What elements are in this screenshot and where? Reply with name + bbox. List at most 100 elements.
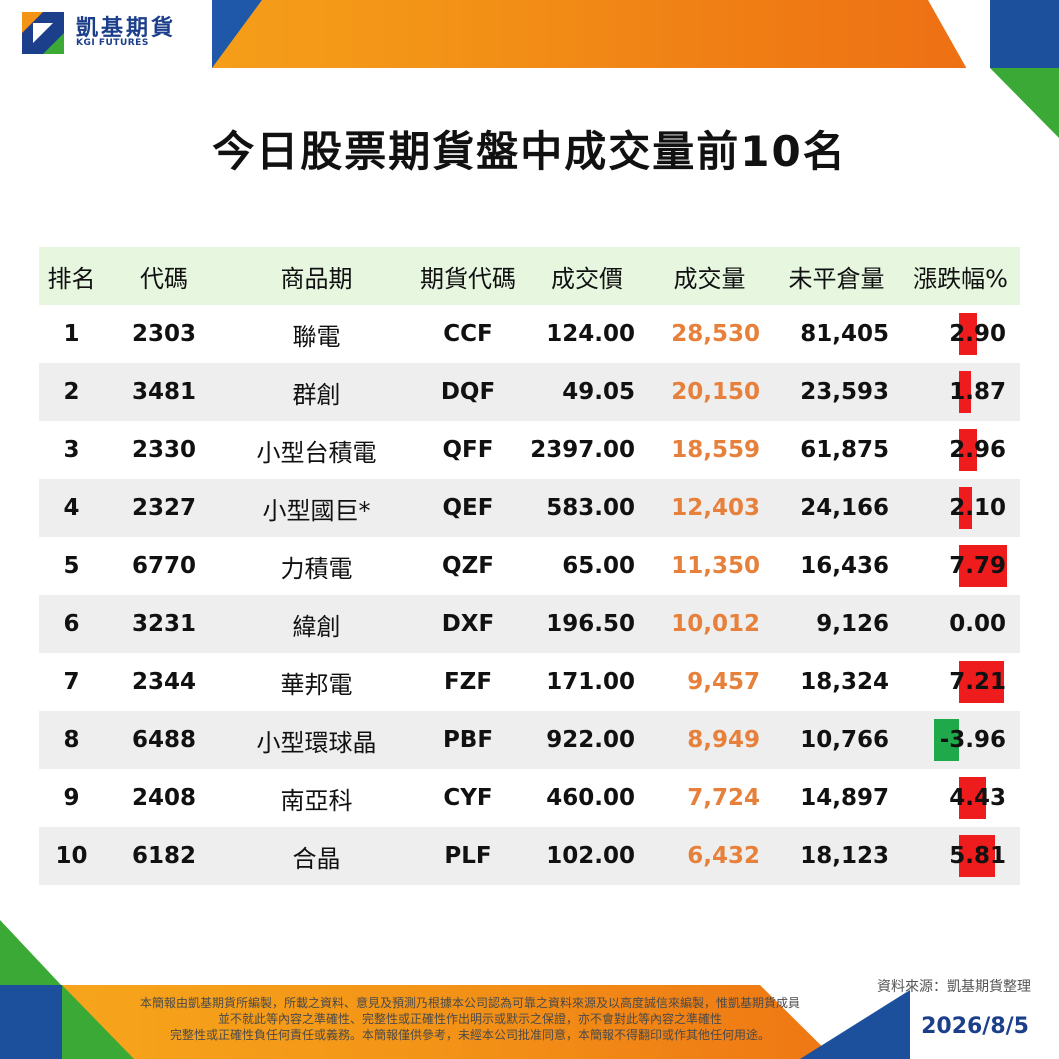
change-value: 1.87 (949, 379, 1006, 405)
cell-futures-code: CYF (409, 769, 527, 827)
change-value: 7.21 (949, 669, 1006, 695)
cell-price: 583.00 (527, 479, 647, 537)
cell-change: 2.90 (901, 305, 1020, 363)
cell-futures-code: QEF (409, 479, 527, 537)
change-bar (959, 313, 977, 355)
cell-rank: 6 (39, 595, 104, 653)
cell-open-interest: 9,126 (772, 595, 901, 653)
cell-product: 華邦電 (224, 653, 409, 711)
cell-rank: 4 (39, 479, 104, 537)
header-code: 代碼 (104, 247, 224, 305)
cell-code: 2327 (104, 479, 224, 537)
cell-change: 0.00 (901, 595, 1020, 653)
cell-open-interest: 18,324 (772, 653, 901, 711)
cell-code: 6488 (104, 711, 224, 769)
cell-price: 2397.00 (527, 421, 647, 479)
change-bar (959, 429, 978, 471)
cell-volume: 20,150 (647, 363, 772, 421)
disclaimer-line: 並不就此等內容之準確性、完整性或正確性作出明示或默示之保證，亦不會對此等內容之準… (217, 1012, 722, 1026)
cell-futures-code: FZF (409, 653, 527, 711)
cell-price: 65.00 (527, 537, 647, 595)
cell-product: 群創 (224, 363, 409, 421)
cell-futures-code: PBF (409, 711, 527, 769)
cell-code: 3231 (104, 595, 224, 653)
cell-change: 2.10 (901, 479, 1020, 537)
change-bar (959, 545, 1008, 587)
cell-code: 3481 (104, 363, 224, 421)
table-row: 6 3231 緯創 DXF 196.50 10,012 9,126 0.00 (39, 595, 1020, 653)
header-futures-code: 期貨代碼 (409, 247, 527, 305)
footer-blue-accent-left (0, 985, 62, 1059)
brand-name-zh: 凱基期貨 (76, 16, 177, 41)
change-value: 2.10 (949, 495, 1006, 521)
header-volume: 成交量 (647, 247, 772, 305)
cell-price: 102.00 (527, 827, 647, 885)
header-blue-accent-right (990, 0, 1059, 68)
cell-open-interest: 14,897 (772, 769, 901, 827)
cell-price: 922.00 (527, 711, 647, 769)
cell-product: 小型台積電 (224, 421, 409, 479)
header-product: 商品期 (224, 247, 409, 305)
cell-price: 171.00 (527, 653, 647, 711)
footer-green-accent (0, 920, 62, 986)
table-row: 2 3481 群創 DQF 49.05 20,150 23,593 1.87 (39, 363, 1020, 421)
kgi-logo-icon (22, 12, 64, 54)
cell-volume: 8,949 (647, 711, 772, 769)
cell-open-interest: 16,436 (772, 537, 901, 595)
cell-change: -3.96 (901, 711, 1020, 769)
cell-volume: 7,724 (647, 769, 772, 827)
ranking-table: 排名 代碼 商品期 期貨代碼 成交價 成交量 未平倉量 漲跌幅% 1 2303 聯電… (39, 247, 1020, 885)
cell-code: 2408 (104, 769, 224, 827)
disclaimer: 本簡報由凱基期貨所編製，所載之資料、意見及預測乃根據本公司認為可靠之資料來源及以… (60, 995, 880, 1043)
cell-futures-code: PLF (409, 827, 527, 885)
cell-futures-code: DQF (409, 363, 527, 421)
cell-price: 49.05 (527, 363, 647, 421)
cell-volume: 12,403 (647, 479, 772, 537)
cell-price: 460.00 (527, 769, 647, 827)
change-value: 7.79 (949, 553, 1006, 579)
cell-open-interest: 24,166 (772, 479, 901, 537)
cell-product: 聯電 (224, 305, 409, 363)
cell-open-interest: 10,766 (772, 711, 901, 769)
cell-rank: 9 (39, 769, 104, 827)
table-row: 5 6770 力積電 QZF 65.00 11,350 16,436 7.79 (39, 537, 1020, 595)
table-row: 4 2327 小型國巨* QEF 583.00 12,403 24,166 2.10 (39, 479, 1020, 537)
header-change: 漲跌幅% (901, 247, 1020, 305)
cell-volume: 28,530 (647, 305, 772, 363)
cell-futures-code: CCF (409, 305, 527, 363)
table-row: 8 6488 小型環球晶 PBF 922.00 8,949 10,766 -3.96 (39, 711, 1020, 769)
cell-product: 小型國巨* (224, 479, 409, 537)
change-value: -3.96 (939, 727, 1006, 753)
cell-rank: 7 (39, 653, 104, 711)
cell-price: 196.50 (527, 595, 647, 653)
table-row: 3 2330 小型台積電 QFF 2397.00 18,559 61,875 2.96 (39, 421, 1020, 479)
cell-volume: 6,432 (647, 827, 772, 885)
page-title: 今日股票期貨盤中成交量前10名 (212, 127, 847, 176)
cell-open-interest: 81,405 (772, 305, 901, 363)
cell-change: 5.81 (901, 827, 1020, 885)
report-date: 2026/8/5 (921, 1014, 1029, 1039)
cell-product: 力積電 (224, 537, 409, 595)
cell-product: 小型環球晶 (224, 711, 409, 769)
change-value: 0.00 (949, 611, 1006, 637)
change-bar (959, 487, 973, 529)
cell-code: 6182 (104, 827, 224, 885)
change-bar (959, 661, 1004, 703)
cell-change: 7.79 (901, 537, 1020, 595)
cell-product: 南亞科 (224, 769, 409, 827)
header-price: 成交價 (527, 247, 647, 305)
cell-open-interest: 18,123 (772, 827, 901, 885)
change-bar (934, 719, 959, 761)
cell-price: 124.00 (527, 305, 647, 363)
cell-code: 2330 (104, 421, 224, 479)
change-bar (959, 835, 996, 877)
change-bar (959, 777, 987, 819)
cell-rank: 3 (39, 421, 104, 479)
table-row: 7 2344 華邦電 FZF 171.00 9,457 18,324 7.21 (39, 653, 1020, 711)
cell-futures-code: QFF (409, 421, 527, 479)
cell-change: 2.96 (901, 421, 1020, 479)
disclaimer-line: 本簡報由凱基期貨所編製，所載之資料、意見及預測乃根據本公司認為可靠之資料來源及以… (139, 996, 800, 1010)
change-value: 2.96 (949, 437, 1006, 463)
cell-rank: 2 (39, 363, 104, 421)
disclaimer-line: 完整性或正確性負任何責任或義務。本簡報僅供參考，未經本公司批准同意，本簡報不得翻… (169, 1028, 770, 1042)
